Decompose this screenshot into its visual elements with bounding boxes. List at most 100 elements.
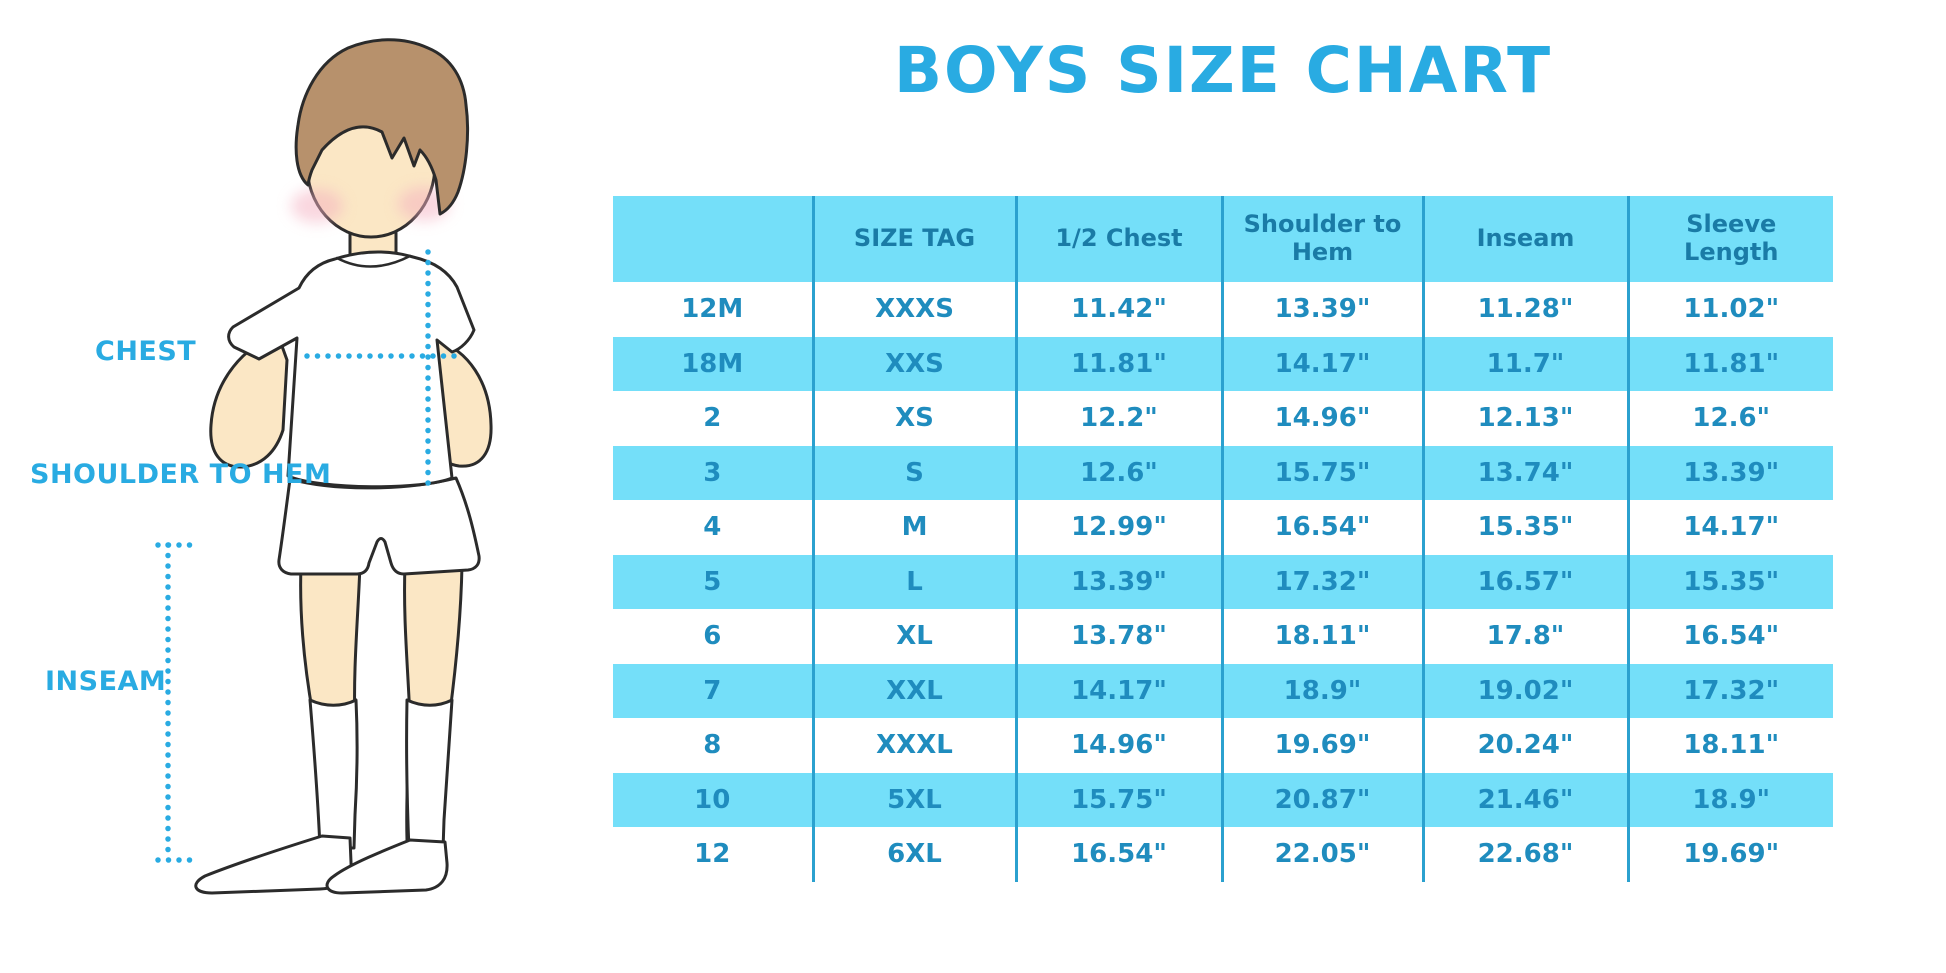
col-header-blank bbox=[613, 196, 813, 282]
size-value-cell: 18.11" bbox=[1626, 718, 1833, 773]
table-row: 4 M 12.99" 16.54" 15.35" 14.17" bbox=[613, 500, 1833, 555]
size-value-cell: 17.32" bbox=[1220, 554, 1423, 609]
size-value-cell: 11.28" bbox=[1421, 282, 1628, 337]
row-size-label: 12M bbox=[681, 294, 744, 325]
boy-shorts bbox=[277, 476, 481, 576]
boy-right-shoe bbox=[325, 838, 449, 895]
table-row: 12 6XL 16.54" 22.05" 22.68" 19.69" bbox=[613, 827, 1833, 882]
row-size-label: 4 bbox=[703, 512, 722, 543]
size-table: SIZE TAG 1/2 Chest Shoulder to Hem Inseam Sl… bbox=[613, 196, 1833, 882]
size-value-cell: 6XL bbox=[811, 827, 1016, 882]
table-row: 5 L 13.39" 17.32" 16.57" 15.35" bbox=[613, 554, 1833, 609]
size-value-cell: 17.8" bbox=[1421, 609, 1628, 664]
row-size-label: 10 bbox=[613, 772, 813, 827]
row-size-label: 5 bbox=[613, 554, 813, 609]
size-value-cell: XL bbox=[811, 609, 1016, 664]
size-value-cell: M bbox=[811, 500, 1016, 555]
size-table-body: 12M XXXS 11.42" 13.39" 11.28" 11.02" 18M XXS 11.… bbox=[613, 282, 1833, 882]
size-value-cell: 11.81" bbox=[1014, 336, 1222, 391]
row-size-label: 18M bbox=[613, 336, 813, 391]
size-value-cell: XXXL bbox=[811, 718, 1016, 773]
size-value-cell: 14.96" bbox=[1220, 391, 1423, 446]
header-row: SIZE TAG 1/2 Chest Shoulder to Hem Inseam Sl… bbox=[613, 196, 1833, 282]
table-row: 2 XS 12.2" 14.96" 12.13" 12.6" bbox=[613, 391, 1833, 446]
row-size-label: 7 bbox=[613, 663, 813, 718]
table-row: 6 XL 13.78" 18.11" 17.8" 16.54" bbox=[613, 609, 1833, 664]
size-value-cell: 5XL bbox=[811, 772, 1016, 827]
size-value-cell: 19.69" bbox=[1220, 718, 1423, 773]
table-row: 3 S 12.6" 15.75" 13.74" 13.39" bbox=[613, 445, 1833, 500]
size-value-cell: 12.6" bbox=[1014, 445, 1222, 500]
table-row: 7 XXL 14.17" 18.9" 19.02" 17.32" bbox=[613, 663, 1833, 718]
size-value-cell: 21.46" bbox=[1421, 772, 1628, 827]
row-size-label: 2 bbox=[703, 403, 722, 434]
size-value-cell: 12.2" bbox=[1014, 391, 1222, 446]
table-row: 10 5XL 15.75" 20.87" 21.46" 18.9" bbox=[613, 772, 1833, 827]
boy-tshirt bbox=[227, 250, 476, 489]
boy-left-sock bbox=[308, 698, 359, 850]
size-value-cell: 14.17" bbox=[1220, 336, 1423, 391]
boy-hair bbox=[294, 38, 470, 216]
boy-illustration bbox=[155, 38, 493, 895]
col-header-1: SIZE TAG bbox=[811, 196, 1016, 282]
boy-left-cheek-blush bbox=[291, 189, 343, 223]
col-header-2: 1/2 Chest bbox=[1014, 196, 1222, 282]
size-value-cell: 19.69" bbox=[1626, 827, 1833, 882]
size-value-cell: 20.87" bbox=[1220, 772, 1423, 827]
shoulder-to-hem-label: SHOULDER TO HEM bbox=[30, 459, 332, 490]
size-value-cell: 12.13" bbox=[1421, 391, 1628, 446]
size-value-cell: 15.35" bbox=[1421, 500, 1628, 555]
size-value-cell: 20.24" bbox=[1421, 718, 1628, 773]
size-value-cell: L bbox=[811, 554, 1016, 609]
size-value-cell: XS bbox=[811, 391, 1016, 446]
size-value-cell: 18.11" bbox=[1220, 609, 1423, 664]
size-value-cell: 16.54" bbox=[1220, 500, 1423, 555]
size-value-cell: 14.96" bbox=[1014, 718, 1222, 773]
size-value-cell: XXXS bbox=[811, 282, 1016, 337]
row-size-label: 6 bbox=[703, 621, 722, 652]
size-value-cell: XXS bbox=[811, 336, 1016, 391]
size-value-cell: 16.54" bbox=[1014, 827, 1222, 882]
size-value-cell: 16.54" bbox=[1626, 609, 1833, 664]
size-value-cell: 12.6" bbox=[1626, 391, 1833, 446]
row-size-label: 12 bbox=[694, 839, 731, 870]
size-value-cell: XXL bbox=[811, 663, 1016, 718]
size-value-cell: 15.75" bbox=[1014, 772, 1222, 827]
size-value-cell: 19.02" bbox=[1421, 663, 1628, 718]
size-value-cell: 11.02" bbox=[1626, 282, 1833, 337]
size-value-cell: 13.39" bbox=[1220, 282, 1423, 337]
size-value-cell: 18.9" bbox=[1220, 663, 1423, 718]
size-value-cell: 14.17" bbox=[1626, 500, 1833, 555]
row-size-label: 8 bbox=[703, 730, 722, 761]
size-value-cell: 11.42" bbox=[1014, 282, 1222, 337]
size-value-cell: 18.9" bbox=[1626, 772, 1833, 827]
chest-label: CHEST bbox=[95, 336, 197, 367]
size-value-cell: 15.75" bbox=[1220, 445, 1423, 500]
col-header-5: Sleeve Length bbox=[1626, 196, 1833, 282]
size-value-cell: 13.74" bbox=[1421, 445, 1628, 500]
row-size-label: 3 bbox=[613, 445, 813, 500]
size-value-cell: 22.68" bbox=[1421, 827, 1628, 882]
col-header-4: Inseam bbox=[1421, 196, 1628, 282]
size-value-cell: 13.39" bbox=[1626, 445, 1833, 500]
col-header-3: Shoulder to Hem bbox=[1220, 196, 1423, 282]
boy-tshirt-collar bbox=[335, 254, 412, 268]
table-row: 12M XXXS 11.42" 13.39" 11.28" 11.02" bbox=[613, 282, 1833, 337]
size-value-cell: 13.78" bbox=[1014, 609, 1222, 664]
size-value-cell: 22.05" bbox=[1220, 827, 1423, 882]
size-value-cell: 11.7" bbox=[1421, 336, 1628, 391]
table-row: 8 XXXL 14.96" 19.69" 20.24" 18.11" bbox=[613, 718, 1833, 773]
size-value-cell: 17.32" bbox=[1626, 663, 1833, 718]
inseam-label: INSEAM bbox=[45, 666, 167, 697]
size-value-cell: 12.99" bbox=[1014, 500, 1222, 555]
size-value-cell: 15.35" bbox=[1626, 554, 1833, 609]
size-value-cell: S bbox=[811, 445, 1016, 500]
size-table-header: SIZE TAG 1/2 Chest Shoulder to Hem Inseam Sl… bbox=[613, 196, 1833, 282]
size-value-cell: 13.39" bbox=[1014, 554, 1222, 609]
boy-left-arm bbox=[209, 333, 289, 469]
boy-right-sock bbox=[405, 698, 454, 852]
size-value-cell: 14.17" bbox=[1014, 663, 1222, 718]
size-value-cell: 16.57" bbox=[1421, 554, 1628, 609]
page-title: BOYS SIZE CHART bbox=[893, 34, 1553, 107]
